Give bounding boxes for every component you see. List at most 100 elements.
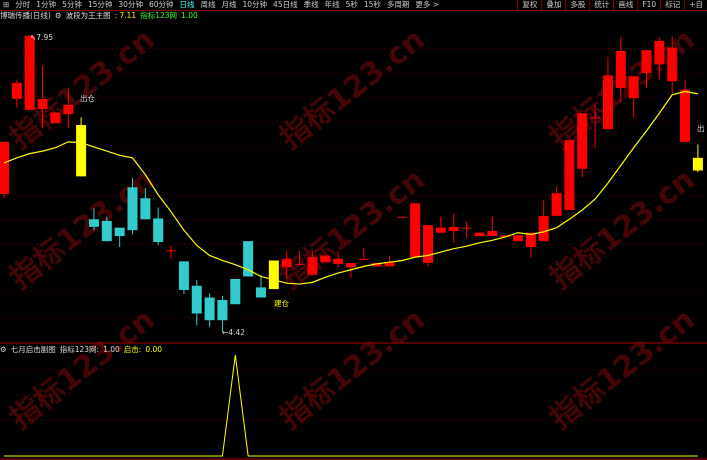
candle (474, 232, 485, 237)
candle (410, 203, 421, 258)
sell-signal-label: 出 (697, 123, 705, 133)
candle (397, 216, 408, 218)
candle-body (230, 278, 241, 305)
sub-indicator-name[interactable]: 七月启击副图 (10, 345, 56, 354)
candle-body (474, 232, 485, 237)
candle-body (577, 113, 588, 169)
candle (140, 188, 151, 220)
signal-value: 0.00 (145, 345, 163, 354)
toolbar-button[interactable]: 多股 (565, 0, 589, 10)
candle-body (513, 235, 523, 242)
settings-icon[interactable]: ⚙ (0, 345, 7, 354)
candle-body (178, 261, 189, 290)
period-tab[interactable]: 10分钟 (242, 0, 268, 9)
candle (680, 79, 691, 142)
toolbar-button[interactable]: 画线 (613, 0, 637, 10)
candle (217, 295, 228, 332)
candle (230, 278, 241, 305)
candle (345, 263, 356, 279)
candle (590, 104, 601, 148)
candle-body (76, 125, 87, 177)
sub-line-value: 1.00 (103, 345, 120, 354)
candle-body (641, 50, 652, 73)
watermark: 指标123.cn (543, 22, 701, 156)
period-tab[interactable]: 更多 > (415, 0, 440, 9)
toolbar-button[interactable]: +自 (684, 0, 707, 10)
watermark: 指标123.cn (273, 302, 431, 436)
candle (564, 140, 575, 211)
watermark: 指标123.cn (3, 302, 161, 436)
toolbar-button[interactable]: F10 (637, 0, 660, 10)
toolbar-button[interactable]: 统计 (589, 0, 613, 10)
candle-body (333, 258, 344, 264)
candle (525, 232, 536, 258)
candle (88, 208, 99, 231)
candle (243, 241, 254, 277)
period-tab[interactable]: 5分钟 (62, 0, 82, 9)
candle (423, 225, 434, 267)
candle (384, 255, 395, 267)
candle (602, 56, 613, 130)
sub-chart-header: ⚙ 七月启击副图 指标123网: 1.00 启击: 0.00 (0, 345, 162, 355)
period-tab[interactable]: 15分钟 (87, 0, 113, 9)
candle-body (50, 112, 61, 124)
main-chart-header: 博瑞传播(日线) ⚙ 波段为王主图 : 7.11 指标123网 1.00 (0, 11, 198, 21)
candle (333, 251, 344, 268)
grid-icon[interactable]: ⊞ (3, 0, 10, 9)
period-tab[interactable]: 1分钟 (36, 0, 57, 9)
period-tab[interactable]: 日线 (179, 0, 195, 9)
period-tab[interactable]: 月线 (221, 0, 237, 9)
candle-body (217, 300, 228, 321)
candle (0, 141, 9, 199)
ma-line (3, 90, 699, 285)
watermark: 指标123.cn (3, 162, 161, 296)
period-tab[interactable]: 45日线 (273, 0, 298, 9)
candle (692, 144, 703, 173)
candle (37, 65, 48, 129)
candle-body (410, 203, 421, 258)
candle-body (0, 141, 9, 195)
candle-body (590, 117, 601, 119)
candle (50, 112, 61, 124)
candle-body (140, 198, 151, 220)
candle-body (153, 218, 164, 242)
candle-body (101, 220, 112, 242)
candle-body (564, 140, 575, 211)
stock-title: 博瑞传播(日线) (0, 11, 51, 20)
candle (667, 36, 678, 94)
candle-body (551, 193, 562, 216)
main-indicator-value: : 7.11 (114, 11, 137, 20)
main-indicator-name[interactable]: 波段为王主图 (65, 11, 111, 20)
candle (307, 251, 318, 275)
period-tab[interactable]: 周线 (200, 0, 216, 9)
period-tab[interactable]: 15秒 (363, 0, 381, 9)
period-tab[interactable]: 年线 (324, 0, 340, 9)
period-tab[interactable]: 季线 (303, 0, 319, 9)
toolbar-button[interactable]: 叠加 (541, 0, 565, 10)
line-name: 指标123网 (140, 11, 178, 20)
candle (654, 37, 665, 80)
candle-body (127, 187, 138, 231)
candle (538, 199, 549, 242)
candle (178, 261, 189, 295)
candle (435, 216, 446, 233)
candle-body (114, 227, 125, 237)
candle (11, 79, 22, 108)
candle-body (448, 226, 459, 232)
period-tab[interactable]: 30分钟 (118, 0, 143, 9)
period-tab[interactable]: 分时 (15, 0, 31, 9)
candle-body (371, 263, 382, 267)
period-tab[interactable]: 多周期 (386, 0, 410, 9)
candle (448, 213, 459, 243)
settings-icon[interactable]: ⚙ (54, 11, 62, 20)
toolbar-button[interactable]: 标记 (660, 0, 684, 10)
toolbar-button[interactable]: 复权 (517, 0, 541, 10)
sub-line-name: 指标123网: (59, 345, 100, 354)
signal-name: 启击: (123, 345, 142, 354)
period-tab[interactable]: 5秒 (345, 0, 358, 9)
period-tab[interactable]: 60分钟 (148, 0, 174, 9)
candle-body (24, 35, 35, 110)
candle (101, 216, 112, 242)
signal-line (4, 354, 698, 457)
